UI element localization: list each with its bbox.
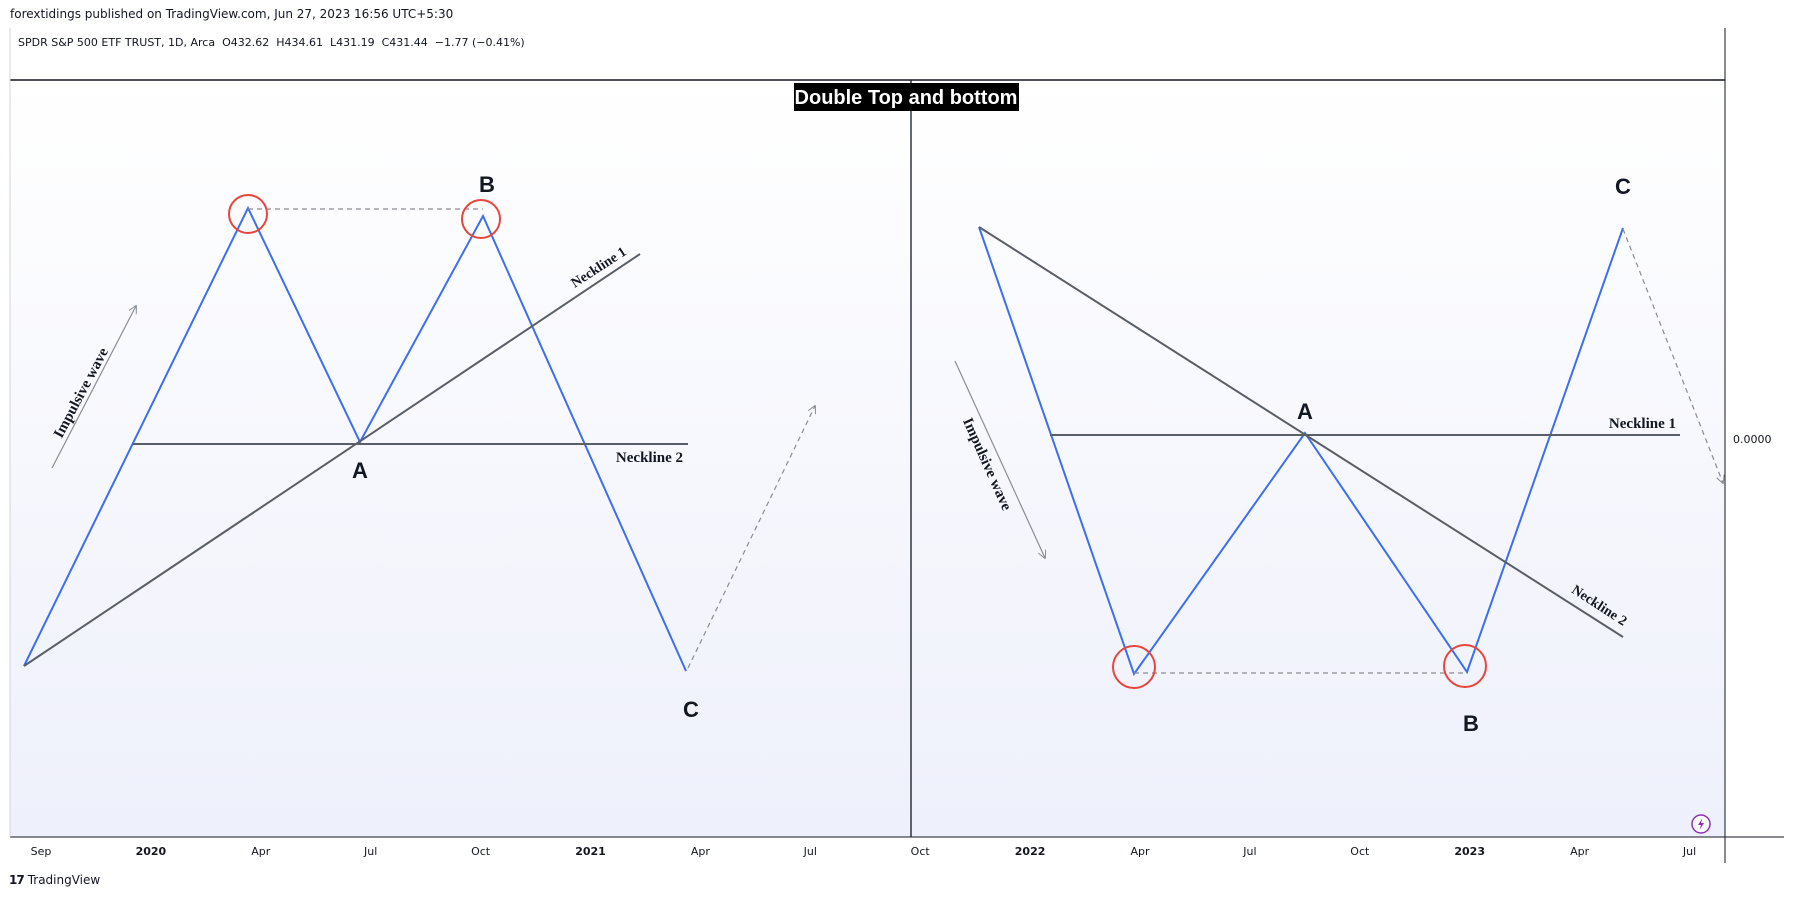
- time-tick-label: Jul: [803, 845, 817, 858]
- time-axis[interactable]: Sep 2020 Apr Jul Oct 2021 Apr Jul Oct 2022 Apr Jul O…: [31, 845, 1697, 858]
- time-tick-label: Apr: [1130, 845, 1150, 858]
- tradingview-brand: TradingView: [27, 873, 101, 887]
- title-box: [794, 83, 1019, 111]
- ohlc-values: O432.62 H434.61 L431.19 C431.44 −1.77 (−…: [222, 36, 525, 49]
- price-axis-label: 0.0000: [1733, 433, 1772, 446]
- point-a-label: A: [352, 458, 368, 483]
- time-tick-label: 2023: [1454, 845, 1485, 858]
- symbol-name: SPDR S&P 500 ETF TRUST, 1D, Arca: [18, 36, 216, 49]
- time-tick-label: 2021: [575, 845, 606, 858]
- neckline-1-label-right: Neckline 1: [1609, 416, 1676, 432]
- time-tick-label: Jul: [1242, 845, 1256, 858]
- bottom-2-circle: [1443, 644, 1487, 688]
- time-tick-label: Apr: [691, 845, 711, 858]
- time-tick-label: Oct: [911, 845, 931, 858]
- time-tick-label: Apr: [251, 845, 271, 858]
- neckline-2-label: Neckline 2: [616, 450, 683, 466]
- point-c-label: C: [683, 697, 699, 722]
- publish-info: forextidings published on TradingView.co…: [10, 7, 454, 21]
- symbol-legend: SPDR S&P 500 ETF TRUST, 1D, Arca O432.62…: [18, 36, 525, 49]
- point-c-label-right: C: [1615, 174, 1631, 199]
- time-tick-label: 2022: [1015, 845, 1046, 858]
- tradingview-logo-icon: 17: [9, 873, 25, 887]
- time-tick-label: Oct: [471, 845, 491, 858]
- time-tick-label: Oct: [1350, 845, 1370, 858]
- time-tick-label: Apr: [1570, 845, 1590, 858]
- projection-arrow-right: [1622, 228, 1723, 483]
- bottom-1-circle: [1112, 645, 1156, 689]
- point-b-label-right: B: [1463, 711, 1479, 736]
- tradingview-logo[interactable]: 17 TradingView: [9, 873, 100, 887]
- point-b-label: B: [479, 172, 495, 197]
- time-tick-label: 2020: [136, 845, 167, 858]
- impulse-arrow-right: [954, 360, 1045, 558]
- plot-background: [10, 80, 1725, 837]
- neckline-1-line[interactable]: [23, 253, 641, 667]
- chart-title: Double Top and bottom: [795, 87, 1018, 109]
- double-bottom-wave[interactable]: [978, 226, 1624, 677]
- time-tick-label: Jul: [1682, 845, 1696, 858]
- neckline-2-line-right[interactable]: [978, 226, 1624, 638]
- time-tick-label: Jul: [363, 845, 377, 858]
- projection-arrow: [687, 406, 815, 669]
- lightning-icon[interactable]: [1691, 814, 1711, 834]
- point-a-label-right: A: [1297, 399, 1313, 424]
- top-1-circle: [228, 194, 268, 234]
- impulse-arrow: [51, 306, 136, 469]
- time-tick-label: Sep: [31, 845, 52, 858]
- top-2-circle: [461, 199, 501, 239]
